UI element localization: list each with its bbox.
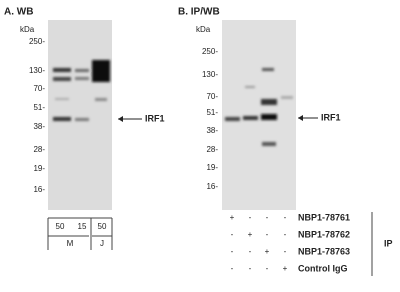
group-label: IP [384, 238, 393, 248]
sign: - [231, 264, 234, 273]
marker-label: 250- [202, 47, 218, 56]
marker-label: 70- [206, 92, 218, 101]
sign: - [284, 213, 287, 222]
sign: - [249, 264, 252, 273]
marker-label: 38- [206, 126, 218, 135]
sign: + [230, 213, 235, 222]
row-label: NBP1-78761 [298, 212, 350, 222]
sign: - [249, 213, 252, 222]
sign: - [266, 213, 269, 222]
target-label: IRF1 [145, 113, 165, 123]
marker-label: 19- [33, 164, 45, 173]
marker-label: 51- [33, 103, 45, 112]
blot [222, 20, 296, 210]
marker-label: 130- [202, 70, 218, 79]
blot [48, 20, 112, 210]
marker-label: 28- [33, 145, 45, 154]
marker-label: 70- [33, 84, 45, 93]
arrow-head [298, 115, 303, 121]
row-label: NBP1-78762 [298, 229, 350, 239]
panel-title: A. WB [4, 7, 33, 18]
sign: - [266, 264, 269, 273]
marker-label: 28- [206, 145, 218, 154]
sign: - [266, 230, 269, 239]
unit-label: kDa [20, 25, 35, 34]
target-label: IRF1 [321, 112, 341, 122]
lane-amount: 50 [56, 222, 65, 231]
sign: - [231, 230, 234, 239]
row-label: NBP1-78763 [298, 246, 350, 256]
marker-label: 250- [29, 37, 45, 46]
sign: - [249, 247, 252, 256]
panel-title: B. IP/WB [178, 7, 220, 18]
marker-label: 51- [206, 108, 218, 117]
marker-label: 16- [33, 185, 45, 194]
sign: + [248, 230, 253, 239]
lane-group: M [67, 239, 74, 248]
sign: + [265, 247, 270, 256]
bands [53, 60, 110, 121]
marker-label: 130- [29, 66, 45, 75]
unit-label: kDa [196, 25, 211, 34]
lane-amount: 50 [98, 222, 107, 231]
row-label: Control IgG [298, 263, 348, 273]
marker-label: 38- [33, 122, 45, 131]
lane-amount: 15 [78, 222, 87, 231]
bands [225, 68, 293, 146]
sign: - [231, 247, 234, 256]
marker-label: 16- [206, 182, 218, 191]
lane-group: J [100, 239, 104, 248]
arrow-head [118, 116, 123, 122]
marker-label: 19- [206, 163, 218, 172]
sign: - [284, 230, 287, 239]
sign: - [284, 247, 287, 256]
sign: + [283, 264, 288, 273]
